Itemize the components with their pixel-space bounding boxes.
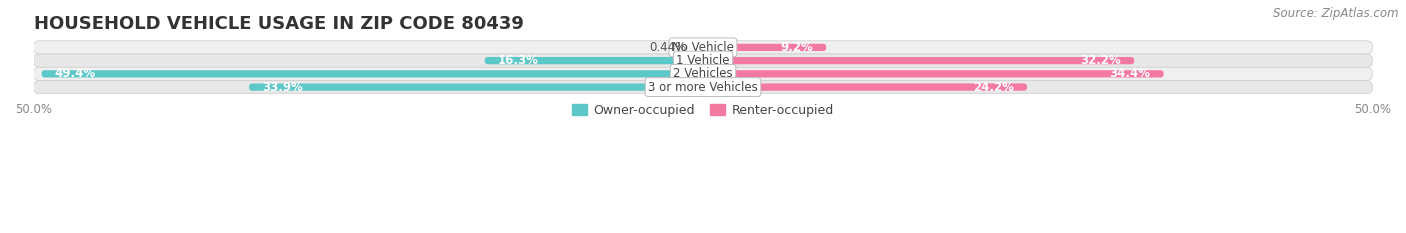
FancyBboxPatch shape [703, 70, 1164, 78]
Text: 32.2%: 32.2% [1080, 54, 1121, 67]
FancyBboxPatch shape [34, 67, 1372, 80]
FancyBboxPatch shape [703, 57, 1135, 64]
Legend: Owner-occupied, Renter-occupied: Owner-occupied, Renter-occupied [568, 99, 838, 122]
FancyBboxPatch shape [42, 70, 703, 78]
FancyBboxPatch shape [703, 83, 1026, 91]
Text: 16.3%: 16.3% [498, 54, 538, 67]
FancyBboxPatch shape [703, 44, 827, 51]
Text: 24.2%: 24.2% [973, 81, 1014, 94]
Text: 1 Vehicle: 1 Vehicle [676, 54, 730, 67]
Text: HOUSEHOLD VEHICLE USAGE IN ZIP CODE 80439: HOUSEHOLD VEHICLE USAGE IN ZIP CODE 8043… [34, 15, 523, 33]
Text: 33.9%: 33.9% [263, 81, 304, 94]
FancyBboxPatch shape [249, 83, 703, 91]
Text: 0.44%: 0.44% [650, 41, 686, 54]
FancyBboxPatch shape [34, 54, 1372, 67]
Text: 3 or more Vehicles: 3 or more Vehicles [648, 81, 758, 94]
Text: 49.4%: 49.4% [55, 67, 96, 80]
Text: 2 Vehicles: 2 Vehicles [673, 67, 733, 80]
Text: No Vehicle: No Vehicle [672, 41, 734, 54]
FancyBboxPatch shape [485, 57, 703, 64]
FancyBboxPatch shape [34, 80, 1372, 94]
Text: Source: ZipAtlas.com: Source: ZipAtlas.com [1274, 7, 1399, 20]
FancyBboxPatch shape [34, 41, 1372, 54]
Text: 34.4%: 34.4% [1109, 67, 1150, 80]
Text: 9.2%: 9.2% [780, 41, 813, 54]
FancyBboxPatch shape [697, 44, 703, 51]
